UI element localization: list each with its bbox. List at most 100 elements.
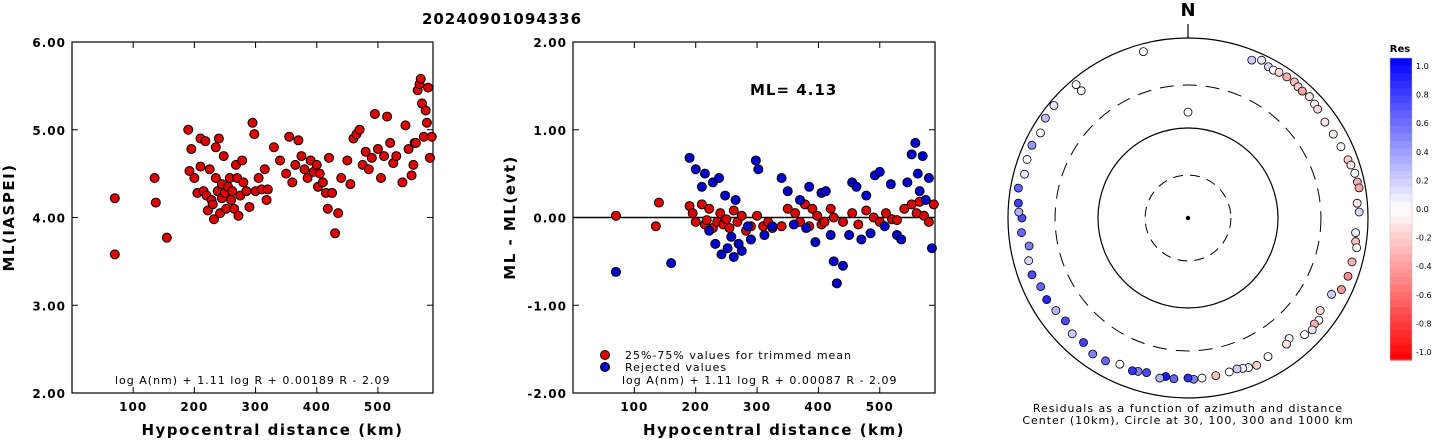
colorbar-tick-label: 1.0 [1416, 62, 1429, 71]
station-point [1211, 371, 1221, 381]
colorbar-segment [1390, 156, 1412, 165]
data-point [314, 168, 325, 179]
data-point [853, 219, 864, 230]
data-point [183, 124, 194, 135]
colorbar-segment [1390, 186, 1412, 195]
colorbar-tick-label: 0.6 [1416, 119, 1429, 128]
legend-marker-trimmed [600, 350, 610, 360]
station-point [1297, 86, 1307, 96]
x-tick-label: 100 [620, 400, 648, 414]
data-point [237, 155, 248, 166]
colorbar-segment [1390, 201, 1412, 210]
station-point [1142, 368, 1151, 377]
data-point [885, 179, 896, 190]
data-point [861, 205, 872, 216]
data-point [750, 155, 761, 166]
data-point [851, 181, 862, 192]
data-point [226, 194, 237, 205]
data-point [275, 155, 286, 166]
data-point [354, 124, 365, 135]
data-point [710, 238, 721, 249]
data-point [189, 173, 200, 184]
residual-legend: 25%-75% values for trimmed mean Rejected… [600, 349, 851, 374]
data-point [379, 151, 390, 162]
data-point [896, 234, 907, 245]
station-point [1014, 207, 1024, 217]
station-point [1088, 349, 1098, 359]
data-point [910, 137, 921, 148]
colorbar-tick-label: 0.8 [1416, 91, 1429, 100]
station-point [1354, 207, 1364, 217]
data-point [716, 249, 727, 260]
colorbar-segment [1390, 224, 1412, 233]
data-point [690, 216, 701, 227]
data-point [296, 151, 307, 162]
station-point [1036, 282, 1046, 292]
data-point [403, 144, 414, 155]
colorbar-segment [1390, 148, 1412, 157]
data-point [247, 117, 258, 128]
data-point [856, 234, 867, 245]
station-point [1197, 373, 1207, 383]
data-point [752, 210, 763, 221]
colorbar-segment [1390, 73, 1412, 82]
data-point [299, 164, 310, 175]
y-tick-label: 1.00 [533, 124, 567, 138]
station-point [1282, 339, 1291, 349]
station-point [1071, 80, 1081, 90]
data-point [880, 208, 891, 219]
colorbar-tick-label: -0.2 [1416, 234, 1432, 243]
station-point [1247, 55, 1257, 65]
station-point [1343, 271, 1353, 281]
colorbar-segment [1390, 329, 1412, 338]
data-point [912, 168, 923, 179]
data-point [728, 205, 739, 216]
station-point [1061, 316, 1070, 326]
data-point [776, 173, 787, 184]
data-point [207, 199, 218, 210]
data-point [696, 181, 707, 192]
colorbar-tick-label: -1.0 [1416, 348, 1432, 357]
data-point [342, 155, 353, 166]
station-point [1328, 129, 1338, 139]
colorbar-segment [1390, 344, 1412, 354]
data-point [795, 194, 806, 205]
colorbar-segment [1390, 239, 1412, 248]
x-tick-label: 500 [866, 400, 894, 414]
data-point [423, 82, 434, 93]
data-point [259, 164, 270, 175]
colorbar-segment [1390, 110, 1412, 119]
data-point [375, 173, 386, 184]
y-axis-label: ML(IASPEI) [0, 163, 18, 271]
colorbar-frame [1389, 57, 1413, 361]
colorbar-segment [1390, 141, 1412, 150]
y-tick-label: 5.00 [32, 124, 66, 138]
colorbar-segment [1390, 133, 1412, 142]
colorbar-tick-label: -0.4 [1416, 262, 1432, 271]
data-point [336, 173, 347, 184]
data-point [891, 215, 902, 226]
ring-100km [1097, 127, 1279, 309]
data-point [400, 120, 411, 131]
data-point [742, 221, 753, 232]
data-point [928, 199, 939, 210]
y-tick-label: 4.00 [32, 212, 66, 226]
data-point [366, 152, 377, 163]
station-point [1115, 359, 1125, 369]
data-point [109, 193, 120, 204]
station-point [1024, 256, 1034, 266]
data-point [410, 137, 421, 148]
station-point [1036, 128, 1045, 138]
data-point [149, 173, 160, 184]
data-point [420, 105, 431, 116]
y-tick-label: -1.00 [527, 299, 567, 313]
plot-frame [71, 41, 434, 394]
data-point [861, 190, 872, 201]
data-point [408, 159, 419, 170]
colorbar-segment [1390, 125, 1412, 135]
colorbar-tick-label: -0.8 [1416, 319, 1432, 328]
north-label: N [1180, 0, 1195, 21]
colorbar-segment [1390, 58, 1412, 67]
y-axis-label: ML - ML(evt) [501, 155, 519, 279]
